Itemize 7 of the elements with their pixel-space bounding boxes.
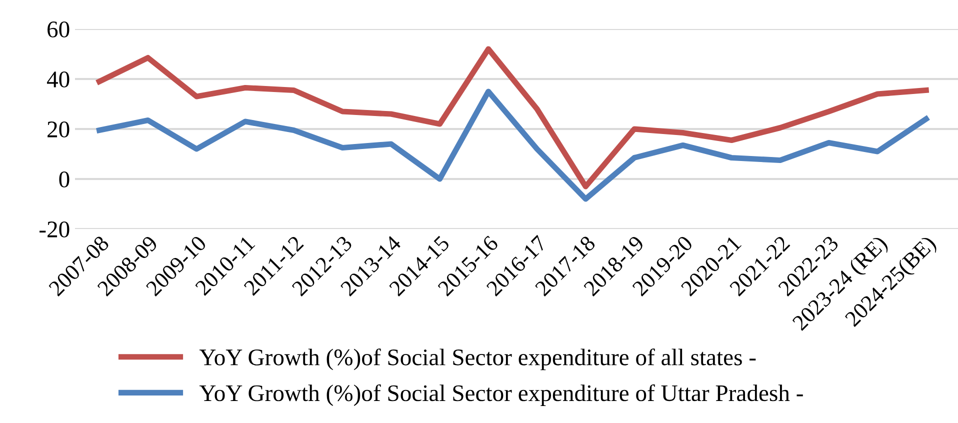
legend-label: YoY Growth (%)of Social Sector expenditure of Uttar Pradesh - [199, 384, 803, 406]
y-tick-label: 20 [48, 121, 70, 138]
legend-label: YoY Growth (%)of Social Sector expenditure of all states - [199, 348, 756, 370]
y-tick-label: 40 [46, 71, 70, 88]
y-tick-label: -20 [40, 221, 70, 238]
y-tick-label: 0 [59, 171, 70, 188]
y-tick-label: 60 [48, 21, 70, 38]
